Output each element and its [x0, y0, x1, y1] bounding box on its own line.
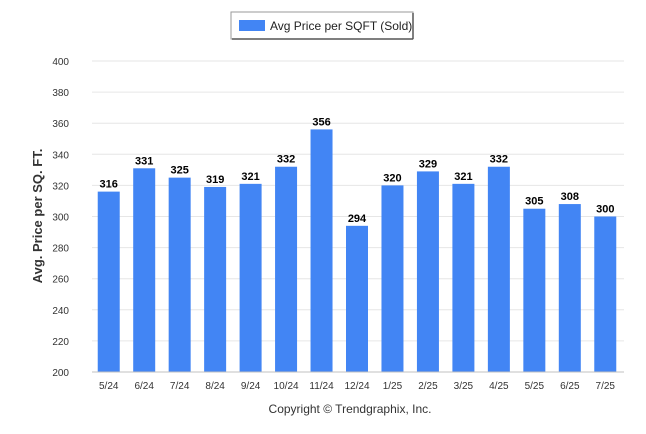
copyright-text: Copyright © Trendgraphix, Inc.: [269, 402, 432, 416]
bar-value-label: 332: [277, 154, 295, 166]
y-tick-label: 360: [52, 119, 69, 130]
bar[interactable]: [594, 216, 617, 373]
bar-value-labels: 316 331 325 319 321 332 356 294 320 329 321 332 305 3…: [100, 116, 615, 224]
bar[interactable]: [452, 183, 475, 372]
bar-value-label: 319: [206, 174, 224, 186]
bar[interactable]: [133, 168, 156, 372]
bar[interactable]: [558, 204, 581, 372]
bar[interactable]: [310, 129, 333, 372]
bar-value-label: 294: [348, 213, 367, 225]
x-tick-label: 9/24: [241, 381, 261, 392]
bar-value-label: 356: [312, 116, 330, 128]
bar-value-label: 321: [241, 171, 259, 183]
legend: Avg Price per SQFT (Sold): [230, 11, 414, 40]
bar[interactable]: [97, 191, 120, 372]
y-axis-ticks: 200 220 240 260 280 300 320 340 360 380 400: [52, 57, 69, 379]
y-tick-label: 280: [52, 244, 69, 255]
x-tick-label: 5/25: [525, 381, 545, 392]
bar[interactable]: [204, 186, 227, 372]
bar[interactable]: [487, 166, 510, 372]
bar[interactable]: [523, 208, 546, 372]
bar[interactable]: [416, 171, 439, 372]
x-tick-label: 6/24: [134, 381, 154, 392]
y-tick-label: 400: [52, 57, 69, 68]
x-tick-label: 10/24: [274, 381, 299, 392]
bar-value-label: 325: [170, 165, 188, 177]
y-tick-label: 200: [52, 368, 69, 379]
bar-value-label: 305: [525, 196, 543, 208]
bar[interactable]: [275, 166, 298, 372]
legend-swatch: [239, 20, 265, 31]
x-tick-label: 4/25: [489, 381, 509, 392]
y-tick-label: 340: [52, 150, 69, 161]
y-tick-label: 240: [52, 306, 69, 317]
y-tick-label: 220: [52, 337, 69, 348]
bar-value-label: 300: [596, 204, 614, 216]
x-tick-label: 12/24: [344, 381, 369, 392]
bars: [97, 129, 617, 373]
y-tick-label: 260: [52, 275, 69, 286]
y-tick-label: 300: [52, 213, 69, 224]
x-tick-label: 2/25: [418, 381, 438, 392]
bar-value-label: 316: [100, 179, 118, 191]
bar[interactable]: [168, 177, 191, 372]
bar[interactable]: [346, 225, 368, 372]
x-tick-label: 5/24: [99, 381, 119, 392]
y-axis-title: Avg. Price per SQ. FT.: [30, 149, 45, 284]
bar-value-label: 331: [135, 155, 153, 167]
bar-value-label: 332: [490, 154, 508, 166]
x-tick-label: 6/25: [560, 381, 580, 392]
bar-value-label: 329: [419, 158, 437, 170]
bar-value-label: 320: [383, 172, 401, 184]
bar-value-label: 308: [561, 191, 579, 203]
x-tick-label: 3/25: [454, 381, 474, 392]
bar-value-label: 321: [454, 171, 472, 183]
bar[interactable]: [381, 185, 404, 372]
legend-label: Avg Price per SQFT (Sold): [270, 19, 412, 33]
x-tick-label: 1/25: [383, 381, 403, 392]
x-tick-label: 7/24: [170, 381, 190, 392]
bar[interactable]: [239, 183, 262, 372]
x-tick-label: 11/24: [309, 381, 334, 392]
x-axis-ticks: 5/24 6/24 7/24 8/24 9/24 10/24 11/24 12/24 1/25 2…: [99, 381, 615, 392]
x-tick-label: 8/24: [205, 381, 225, 392]
x-tick-label: 7/25: [596, 381, 616, 392]
y-tick-label: 380: [52, 88, 69, 99]
y-tick-label: 320: [52, 181, 69, 192]
